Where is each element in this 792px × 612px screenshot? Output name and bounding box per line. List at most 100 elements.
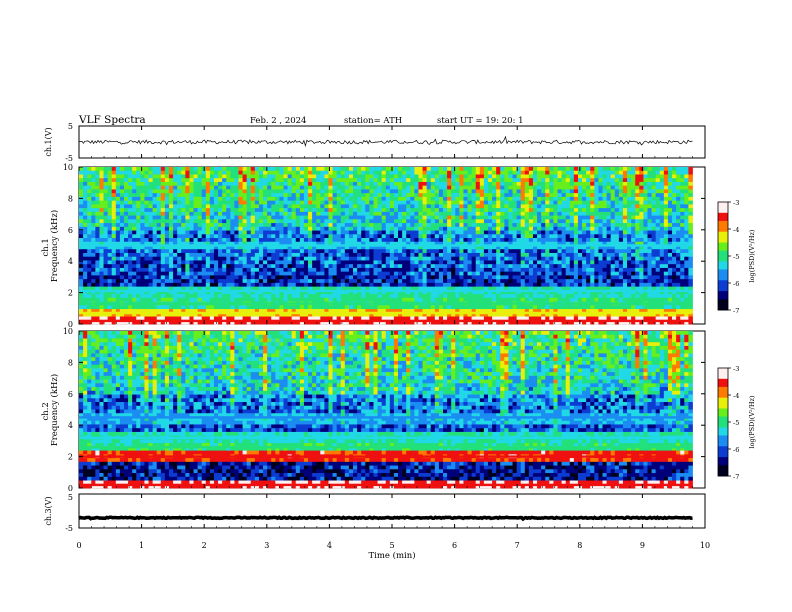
spectrogram-cell (426, 196, 432, 202)
spectrogram-cell (222, 219, 227, 224)
spectrogram-cell (622, 211, 628, 216)
spectrogram-cell (95, 256, 100, 261)
spectrogram-cell (115, 215, 121, 220)
spectrogram-cell (565, 208, 571, 213)
spectrogram-cell (246, 204, 252, 209)
spectrogram-cell (610, 167, 616, 172)
spectrogram-cell (426, 174, 432, 179)
spectrogram-cell (99, 185, 104, 190)
spectrogram-cell (471, 204, 477, 209)
spectrogram-cell (99, 252, 104, 258)
spectrogram-cell (627, 264, 632, 269)
spectrogram-cell (173, 279, 178, 284)
spectrogram-cell (103, 271, 109, 276)
spectrogram-cell (209, 267, 215, 273)
spectrogram-cell (308, 174, 313, 179)
spectrogram-cell (193, 170, 199, 175)
spectrogram-cell (602, 185, 607, 190)
spectrogram-cell (218, 178, 223, 183)
spectrogram-cell (618, 178, 624, 183)
spectrogram-cell (312, 204, 317, 209)
spectrogram-cell (246, 234, 252, 239)
spectrogram-cell (181, 208, 186, 213)
spectrogram-cell (479, 260, 485, 265)
spectrogram-cell (283, 167, 288, 172)
spectrogram-cell (426, 230, 432, 235)
spectrogram-cell (508, 234, 513, 239)
spectrogram-cell (148, 167, 154, 172)
spectrogram-cell (557, 174, 562, 179)
spectrogram-cell (635, 204, 640, 209)
spectrogram-cell (672, 167, 677, 172)
spectrogram-cell (99, 226, 104, 231)
spectrogram-cell (496, 271, 501, 276)
spectrogram-cell (438, 249, 444, 254)
spectrogram-cell (361, 249, 366, 254)
spectrogram-cell (128, 282, 133, 288)
spectrogram-cell (132, 260, 137, 265)
spectrogram-cell (398, 211, 403, 216)
spectrogram-cell (222, 279, 227, 284)
spectrogram-cell (185, 215, 190, 220)
spectrogram-cell (569, 167, 575, 172)
spectrogram-cell (160, 196, 166, 202)
spectrogram-cell (340, 286, 346, 291)
spectrogram-cell (586, 241, 591, 246)
spectrogram-cell (426, 256, 432, 261)
spectrogram-cell (651, 208, 657, 213)
spectrogram-cell (545, 271, 550, 276)
spectrogram-cell (79, 185, 84, 190)
spectrogram-cell (164, 178, 170, 183)
spectrogram-cell (177, 174, 182, 179)
spectrogram-cell (385, 204, 391, 209)
spectrogram-cell (422, 189, 428, 194)
spectrogram-cell (659, 200, 665, 205)
spectrogram-cell (205, 245, 211, 250)
spectrogram-cell (279, 189, 284, 194)
spectrogram-cell (324, 211, 329, 216)
spectrogram-cell (242, 223, 248, 228)
spectrogram-cell (328, 260, 333, 265)
spectrogram-cell (508, 204, 513, 209)
spectrogram-cell (647, 226, 652, 231)
spectrogram-cell (336, 286, 342, 291)
spectrogram-cell (226, 219, 231, 224)
spectrogram-cell (676, 238, 681, 243)
spectrogram-cell (177, 223, 182, 228)
spectrogram-cell (369, 219, 374, 224)
spectrogram-cell (197, 204, 203, 209)
spectrogram-cell (119, 252, 125, 258)
spectrogram-cell (610, 245, 616, 250)
spectrogram-cell (545, 241, 550, 246)
spectrogram-cell (684, 230, 689, 235)
spectrogram-cell (197, 241, 203, 246)
spectrogram-cell (205, 223, 211, 228)
spectrogram-cell (312, 279, 317, 284)
spectrogram-cell (148, 249, 154, 254)
spectrogram-cell (577, 178, 583, 183)
spectrogram-cell (594, 256, 599, 261)
spectrogram-cell (422, 275, 428, 280)
spectrogram-cell (549, 245, 554, 250)
spectrogram-cell (398, 264, 403, 269)
spectrogram-cell (348, 226, 354, 231)
spectrogram-cell (541, 174, 546, 179)
spectrogram-cell (672, 238, 677, 243)
spectrogram-cell (348, 252, 354, 258)
spectrogram-cell (275, 223, 280, 228)
spectrogram-cell (565, 256, 571, 261)
spectrogram-cell (332, 174, 338, 179)
spectrogram-cell (148, 234, 154, 239)
spectrogram-cell (402, 215, 407, 220)
spectrogram-cell (516, 170, 522, 175)
spectrogram-cell (250, 238, 256, 243)
spectrogram-cell (308, 256, 313, 261)
spectrogram-cell (398, 208, 403, 213)
spectrogram-cell (434, 271, 440, 276)
spectrogram-cell (111, 170, 117, 175)
spectrogram-cell (410, 170, 415, 175)
spectrogram-cell (312, 267, 317, 273)
spectrogram-cell (659, 267, 665, 273)
spectrogram-cell (107, 238, 113, 243)
spectrogram-cell (639, 234, 644, 239)
